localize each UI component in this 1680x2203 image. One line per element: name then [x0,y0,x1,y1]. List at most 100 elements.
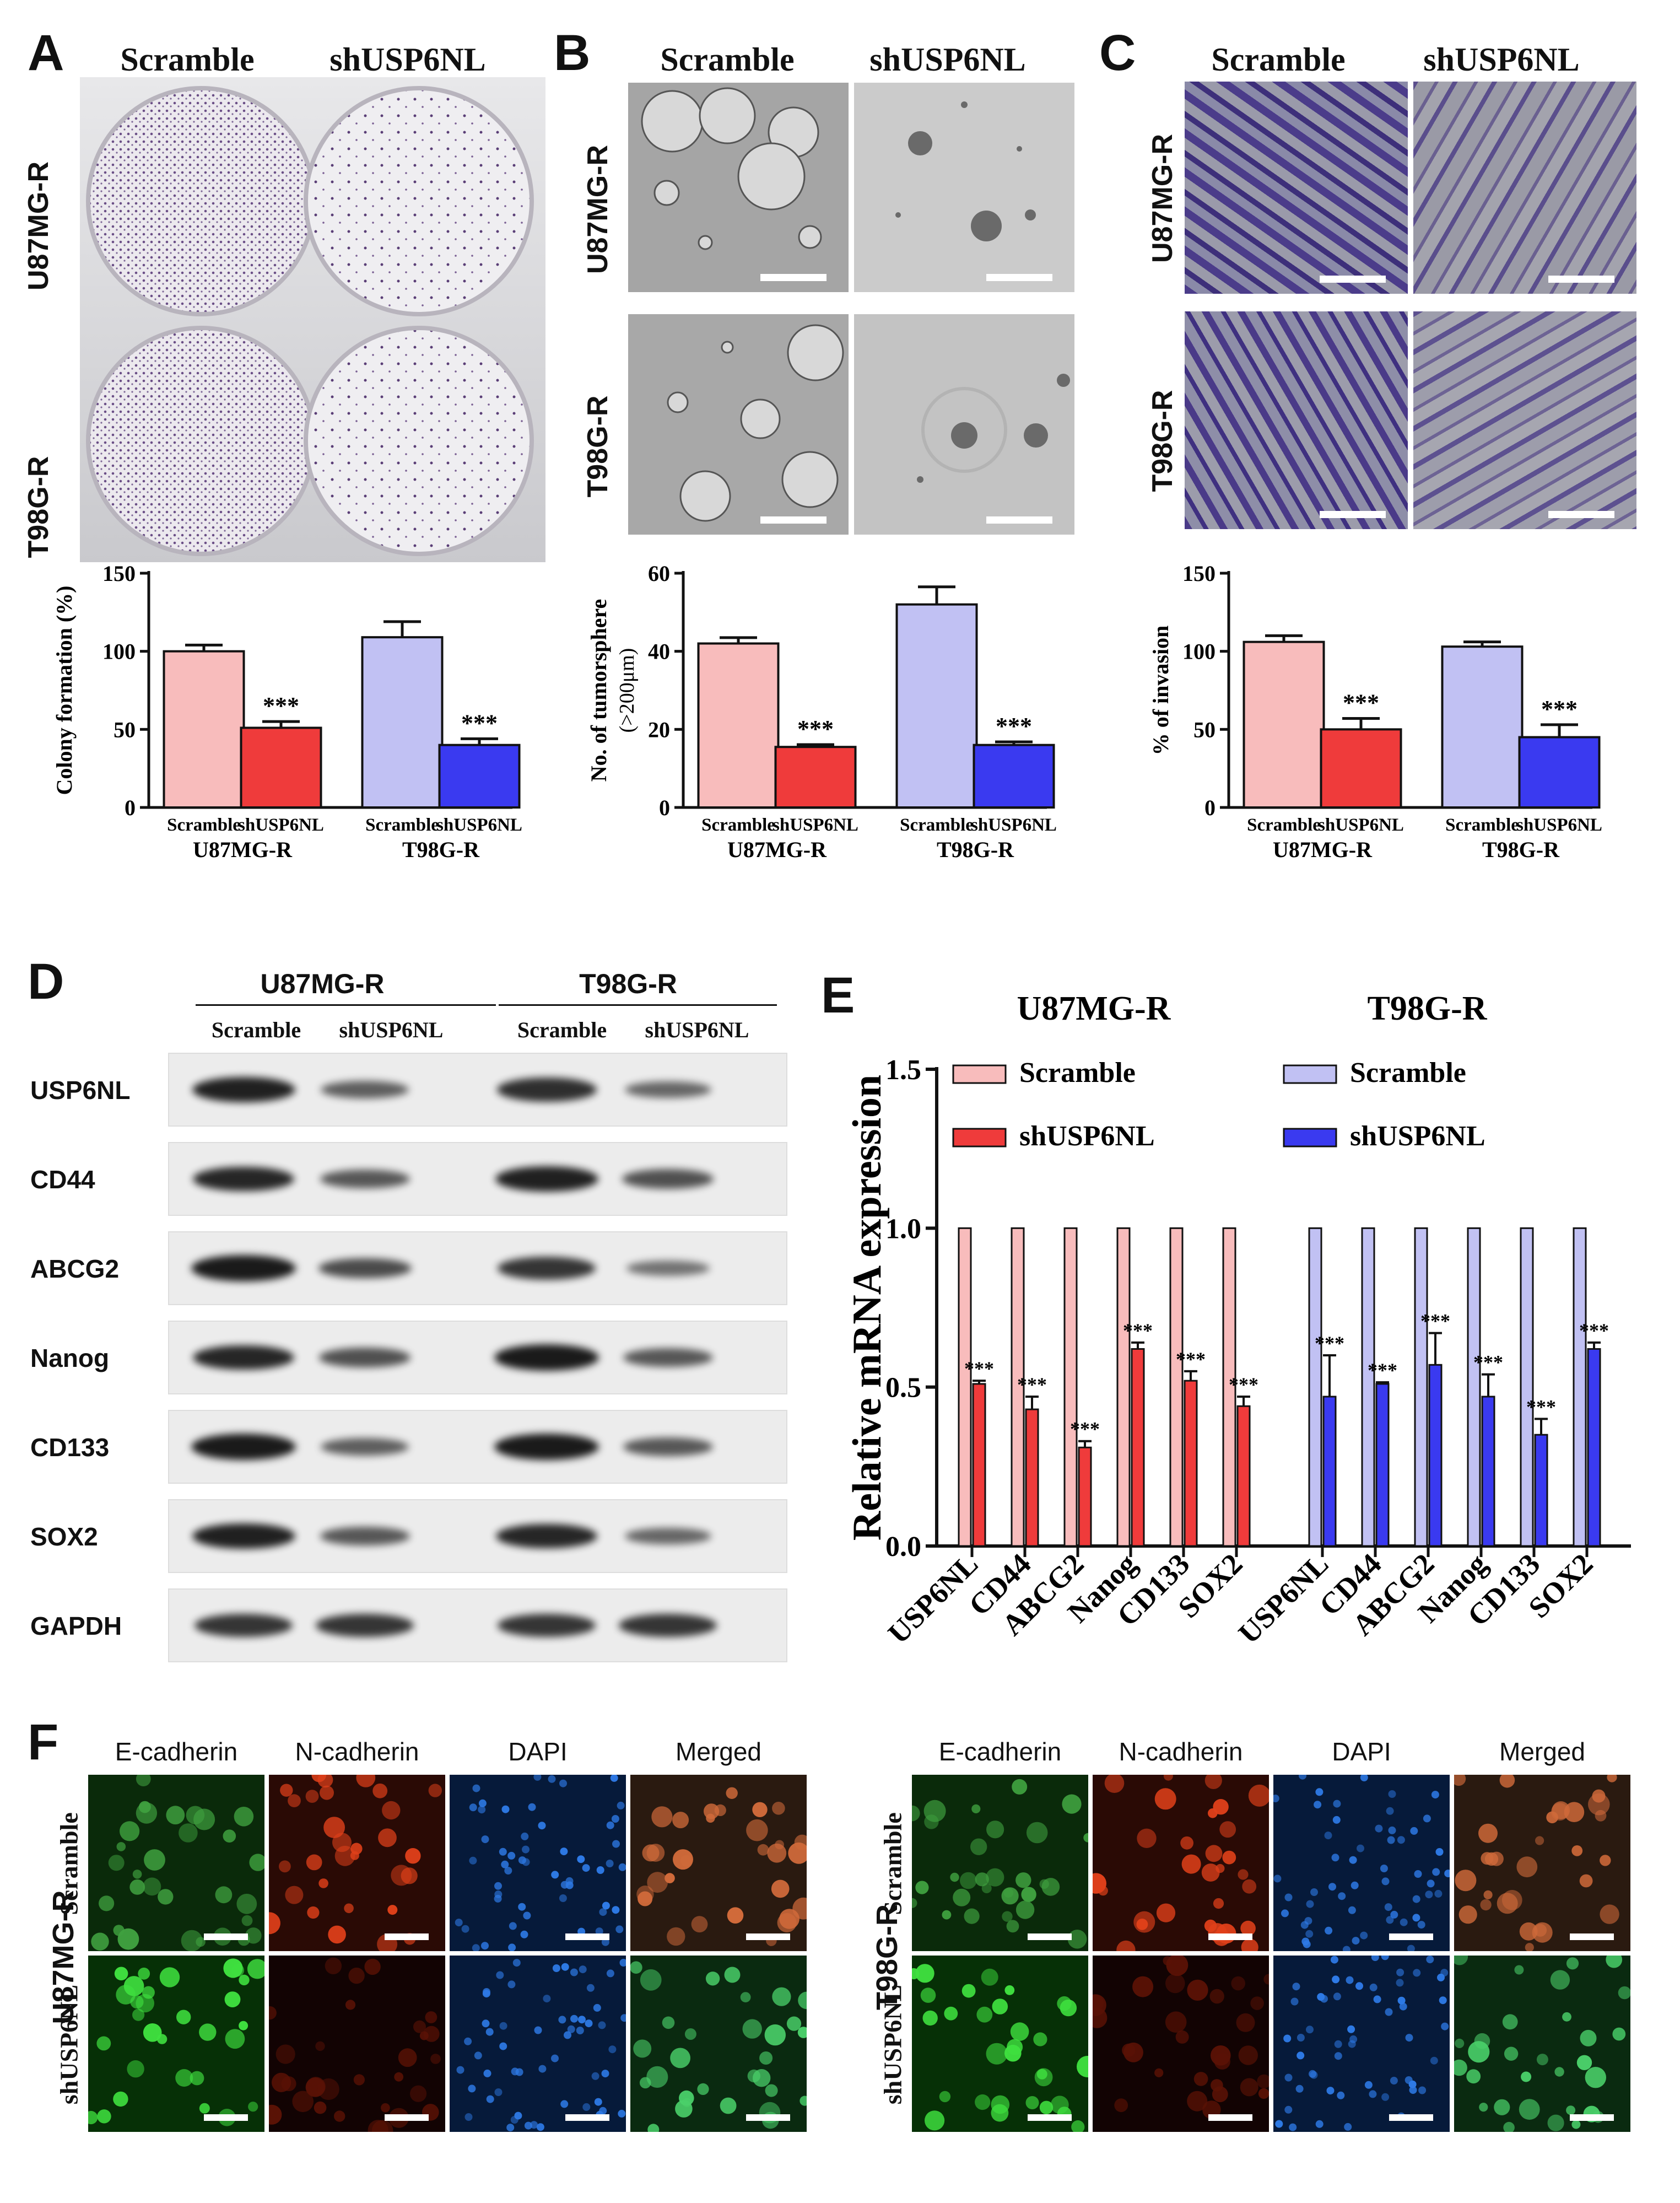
if-condition-label: shUSP6NL [55,1984,83,2105]
y-tick-label: 0 [659,795,670,820]
x-tick-label: shUSP6NL [971,815,1057,835]
panel-label-b: B [554,25,591,81]
scale-bar [1208,1933,1252,1940]
panel-label-e: E [821,967,855,1024]
scale-bar [1548,511,1614,518]
panel-b-header-scramble: Scramble [660,41,795,78]
if-image [1454,1775,1630,1951]
scale-bar [565,2114,609,2121]
legend-label: shUSP6NL [1019,1121,1155,1152]
blot-band [321,1081,409,1098]
blot-strip [168,1053,787,1127]
bar-scramble [1063,1227,1078,1547]
bar-scramble [1169,1227,1184,1547]
significance-marker: *** [1368,1359,1397,1381]
blot-band [192,1076,295,1103]
legend-label: shUSP6NL [1350,1121,1485,1152]
if-condition-label: shUSP6NL [878,1984,907,2105]
scale-bar [385,1933,429,1940]
y-axis-label: Relative mRNA expression [845,1075,890,1541]
if-image [630,1956,807,2132]
panel-c-header-scramble: Scramble [1211,41,1346,78]
scale-bar [746,1933,790,1940]
blot-band [195,1614,293,1637]
panel-label-a: A [28,25,64,81]
group-label: T98G-R [402,837,480,862]
y-tick-label: 0.5 [885,1372,921,1404]
y-tick-label: 100 [102,639,136,664]
blot-protein-label: CD44 [30,1165,95,1194]
blot-band [495,1166,598,1192]
legend-swatch [952,1064,1007,1084]
bar [361,636,444,809]
blot-strip [168,1410,787,1484]
blot-band [624,1527,711,1545]
blot-band [193,1345,294,1370]
bar-scramble [1011,1227,1025,1547]
significance-marker: *** [461,709,498,736]
blot-band [191,1255,296,1281]
significance-marker: *** [1473,1351,1503,1373]
bar [774,746,857,809]
if-image [450,1956,626,2132]
legend-label: Scramble [1350,1057,1466,1089]
blot-band [494,1344,599,1371]
bar-shusp6nl [1236,1405,1251,1547]
blot-protein-label: SOX2 [30,1522,98,1551]
if-image [1454,1956,1630,2132]
blot-group-t98g: T98G-R [579,968,677,999]
bar-shusp6nl [972,1383,986,1547]
blot-band [624,1081,711,1098]
y-tick-label: 50 [114,717,136,742]
blot-band [320,1527,410,1545]
if-image [912,1956,1088,2132]
panel-c-row-t98g: T98G-R [1147,390,1179,492]
blot-protein-label: CD133 [30,1433,110,1462]
y-axis-label: Colony formation (%) [55,586,77,795]
if-channel-header: E-cadherin [115,1737,238,1766]
panel-a-row-u87mg: U87MG-R [23,161,55,291]
blot-band [316,1614,414,1637]
significance-marker: *** [1017,1373,1047,1396]
bar-shusp6nl [1184,1380,1198,1547]
panel-label-f: F [28,1714,59,1770]
bar-shusp6nl [1375,1383,1390,1547]
if-image [88,1775,264,1951]
colony-plate-photo [80,77,545,562]
tumorsphere-u87-scramble [628,83,849,292]
bar-shusp6nl [1078,1446,1092,1547]
panel-b-row-u87mg: U87MG-R [582,144,614,274]
y-tick-label: 0.0 [885,1531,921,1563]
bar-shusp6nl [1481,1396,1495,1547]
panel-c-row-u87mg: U87MG-R [1147,133,1179,263]
blot-lane-2: shUSP6NL [339,1017,444,1042]
group-label: U87MG-R [1273,837,1373,862]
scale-bar [746,2114,790,2121]
chart-b: 0 20 40 60 No. of tumorsphere (>200μm) Scrambl… [590,561,1057,862]
significance-marker: *** [1070,1418,1100,1440]
scale-bar [1028,2114,1072,2121]
plate-t98-shusp6nl [304,326,534,556]
blot-band [496,1523,597,1549]
blot-lane-1: Scramble [211,1017,301,1042]
blot-band [626,1261,710,1276]
panel-a-header-shusp6nl: shUSP6NL [329,41,486,78]
invasion-t98-scramble [1185,311,1408,529]
scale-bar [986,274,1052,281]
bar [1243,640,1325,809]
if-channel-header: N-cadherin [295,1737,419,1766]
scale-bar [1320,276,1386,283]
blot-protein-label: USP6NL [30,1076,131,1105]
panel-a-row-t98g: T98G-R [23,456,55,558]
x-tick-label: Scramble [1247,815,1321,835]
scale-bar [1570,1933,1614,1940]
bar-scramble [958,1227,972,1547]
x-tick-label: Scramble [900,815,974,835]
panel-a-header-scramble: Scramble [120,41,255,78]
panel-b-row-t98g: T98G-R [582,395,614,498]
blot-protein-label: GAPDH [30,1612,122,1640]
tumorsphere-t98-scramble [628,314,849,535]
blot-band [496,1078,597,1102]
y-tick-label: 20 [648,717,670,742]
panel-c-header-shusp6nl: shUSP6NL [1423,41,1580,78]
